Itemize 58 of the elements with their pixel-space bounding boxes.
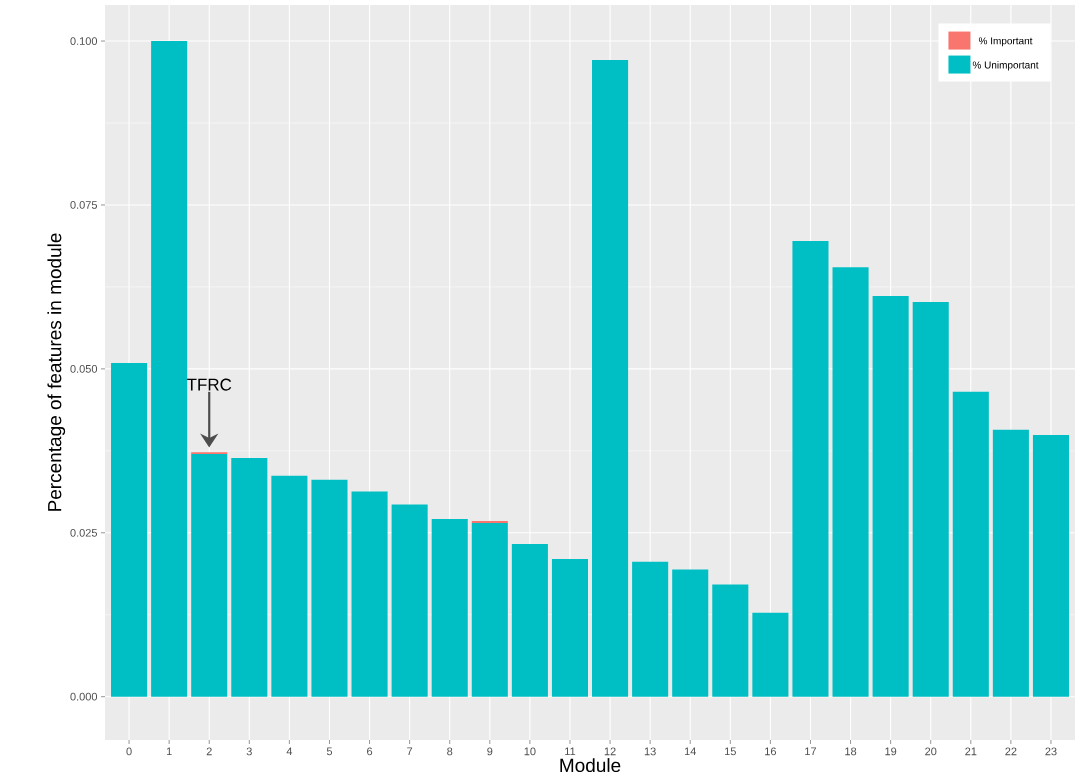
- x-tick-label: 12: [604, 747, 616, 756]
- y-axis-title: Percentage of features in module: [47, 233, 66, 511]
- bar: [431, 519, 468, 697]
- x-tick-label: 0: [126, 747, 132, 756]
- x-tick-label: 17: [805, 747, 817, 756]
- x-tick-label: 5: [326, 747, 333, 756]
- bar: [792, 241, 829, 697]
- y-tick-label: 0.100: [70, 37, 98, 45]
- y-tick-label: 0.000: [70, 692, 98, 701]
- legend-label: % Important: [978, 37, 1033, 47]
- x-tick-label: 10: [524, 747, 536, 756]
- x-tick-label: 6: [367, 747, 373, 756]
- bar: [551, 559, 589, 697]
- y-tick-label: 0.050: [70, 364, 98, 373]
- y-tick-label: 0.075: [70, 201, 98, 209]
- x-tick-label: 21: [965, 747, 977, 756]
- bar: [191, 454, 228, 697]
- y-tick-label: 0.025: [70, 528, 98, 537]
- bar: [632, 561, 669, 697]
- x-tick-label: 18: [845, 747, 857, 756]
- x-tick-label: 8: [447, 747, 453, 756]
- x-tick-label: 13: [644, 747, 656, 756]
- x-tick-label: 19: [885, 747, 897, 756]
- bar: [111, 362, 148, 697]
- x-tick-label: 11: [565, 747, 576, 756]
- bar: [511, 543, 548, 697]
- bar: [592, 60, 629, 697]
- bar: [1032, 435, 1070, 697]
- bar: [151, 41, 188, 697]
- x-tick-label: 15: [725, 747, 736, 756]
- bar: [471, 522, 508, 697]
- bar: [832, 267, 869, 697]
- x-tick-label: 9: [487, 747, 493, 756]
- bar: [992, 429, 1029, 697]
- x-tick-label: 3: [246, 747, 252, 756]
- annotation: TFRC: [186, 378, 232, 391]
- bar: [351, 491, 388, 697]
- bar: [872, 296, 909, 697]
- x-tick-label: 23: [1045, 747, 1057, 756]
- bar: [672, 569, 709, 697]
- x-tick-label: 2: [206, 747, 212, 756]
- x-tick-label: 20: [925, 747, 937, 756]
- legend-label: % Unimportant: [972, 61, 1039, 71]
- x-tick-label: 16: [765, 747, 777, 756]
- x-tick-label: 4: [286, 747, 293, 756]
- bar: [391, 504, 428, 697]
- x-tick-label: 1: [166, 747, 172, 756]
- bar: [712, 584, 749, 697]
- bar: [271, 475, 308, 697]
- bar: [311, 479, 348, 697]
- bar: [952, 391, 989, 697]
- bar: [231, 458, 268, 697]
- bar: [912, 302, 949, 697]
- x-axis-title: Module: [560, 758, 621, 773]
- bar: [752, 612, 789, 697]
- x-tick-label: 22: [1005, 747, 1017, 756]
- x-tick-label: 7: [407, 747, 413, 756]
- x-tick-label: 14: [684, 747, 697, 756]
